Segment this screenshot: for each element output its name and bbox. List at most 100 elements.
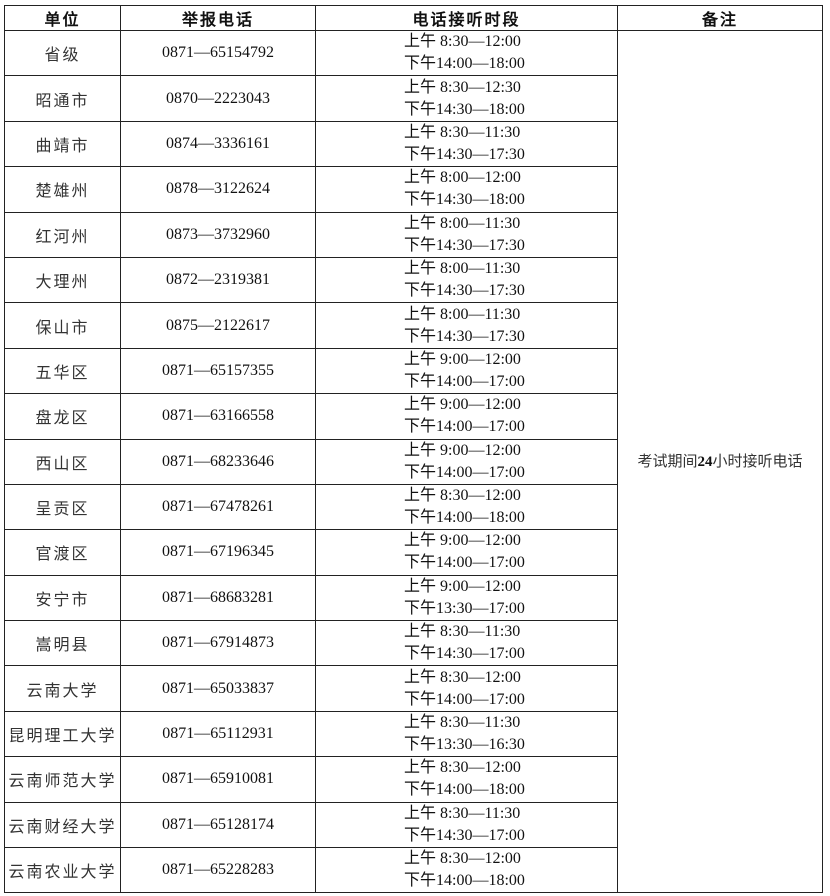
hours-cell: 上午 8:30—11:30 下午14:30—17:00: [315, 620, 618, 667]
unit-cell: 云南大学: [4, 665, 121, 712]
table-row: 曲靖市 0874—3336161 上午 8:30—11:30 下午14:30—17…: [4, 120, 823, 168]
table-row: 盘龙区 0871—63166558 上午 9:00—12:00 下午14:00—1…: [4, 393, 823, 440]
phone-cell: 0871—65033837: [120, 665, 316, 712]
am-hours: 上午 9:00—12:00: [404, 396, 521, 414]
hours-cell: 上午 8:30—11:30 下午14:30—17:00: [315, 801, 618, 849]
pm-hours: 下午14:00—17:00: [404, 418, 525, 436]
table-row: 省级 0871—65154792 上午 8:30—12:00 下午14:00—18…: [4, 29, 823, 894]
hours-cell: 上午 8:30—11:30 下午13:30—16:30: [315, 710, 618, 758]
unit-cell: 曲靖市: [4, 120, 121, 168]
phone-cell: 0871—67914873: [120, 620, 316, 667]
am-hours: 上午 9:00—12:00: [404, 532, 521, 550]
header-unit: 单位: [4, 5, 121, 31]
phone-cell: 0874—3336161: [120, 120, 316, 168]
table-row: 云南财经大学 0871—65128174 上午 8:30—11:30 下午14:3…: [4, 801, 823, 849]
table-row: 安宁市 0871—68683281 上午 9:00—12:00 下午13:30—1…: [4, 574, 823, 622]
phone-cell: 0871—65112931: [120, 710, 316, 758]
phone-cell: 0870—2223043: [120, 75, 316, 122]
hours-cell: 上午 9:00—12:00 下午14:00—17:00: [315, 347, 618, 395]
pm-hours: 下午14:00—18:00: [404, 509, 525, 527]
phone-cell: 0871—65228283: [120, 847, 316, 894]
unit-cell: 昆明理工大学: [4, 710, 121, 758]
hours-cell: 上午 8:30—11:30 下午14:30—17:30: [315, 120, 618, 168]
phone-cell: 0871—67478261: [120, 483, 316, 531]
am-hours: 上午 8:30—11:30: [404, 623, 521, 641]
unit-cell: 云南财经大学: [4, 801, 121, 849]
table-row: 保山市 0875—2122617 上午 8:00—11:30 下午14:30—17…: [4, 302, 823, 349]
am-hours: 上午 9:00—12:00: [404, 350, 521, 368]
hotline-table: 单位 举报电话 电话接听时段 备注 省级 0871—65154792 上午 8:…: [4, 5, 823, 894]
unit-cell: 官渡区: [4, 529, 121, 576]
table-row: 红河州 0873—3732960 上午 8:00—11:30 下午14:30—17…: [4, 211, 823, 258]
am-hours: 上午 8:30—12:00: [404, 850, 521, 868]
hours-cell: 上午 8:30—12:00 下午14:00—18:00: [315, 847, 618, 894]
am-hours: 上午 8:30—12:00: [404, 759, 521, 777]
table-row: 五华区 0871—65157355 上午 9:00—12:00 下午14:00—1…: [4, 347, 823, 395]
phone-cell: 0871—65157355: [120, 347, 316, 395]
phone-cell: 0871—68233646: [120, 438, 316, 485]
unit-cell: 嵩明县: [4, 620, 121, 667]
header-remark: 备注: [617, 5, 823, 31]
hours-cell: 上午 9:00—12:00 下午14:00—17:00: [315, 393, 618, 440]
pm-hours: 下午14:00—17:00: [404, 372, 525, 390]
am-hours: 上午 8:30—11:30: [404, 714, 521, 732]
pm-hours: 下午14:00—17:00: [404, 554, 525, 572]
am-hours: 上午 8:00—11:30: [404, 305, 521, 323]
pm-hours: 下午14:00—17:00: [404, 463, 525, 481]
am-hours: 上午 9:00—12:00: [404, 441, 521, 459]
am-hours: 上午 9:00—12:00: [404, 577, 521, 595]
unit-cell: 呈贡区: [4, 483, 121, 531]
pm-hours: 下午14:30—17:30: [404, 327, 525, 345]
am-hours: 上午 8:00—12:00: [404, 169, 521, 187]
am-hours: 上午 8:30—12:30: [404, 78, 521, 96]
table-row: 楚雄州 0878—3122624 上午 8:00—12:00 下午14:30—18…: [4, 166, 823, 213]
hours-cell: 上午 9:00—12:00 下午13:30—17:00: [315, 574, 618, 622]
header-phone: 举报电话: [120, 5, 316, 31]
hours-cell: 上午 8:30—12:00 下午14:00—17:00: [315, 665, 618, 712]
am-hours: 上午 8:30—12:00: [404, 33, 521, 51]
hours-cell: 上午 9:00—12:00 下午14:00—17:00: [315, 529, 618, 576]
phone-cell: 0873—3732960: [120, 211, 316, 258]
phone-cell: 0878—3122624: [120, 166, 316, 213]
pm-hours: 下午14:30—18:00: [404, 191, 525, 209]
pm-hours: 下午14:30—17:30: [404, 236, 525, 254]
hours-cell: 上午 8:00—11:30 下午14:30—17:30: [315, 211, 618, 258]
phone-cell: 0871—67196345: [120, 529, 316, 576]
pm-hours: 下午14:30—18:00: [404, 100, 525, 118]
table-row: 昆明理工大学 0871—65112931 上午 8:30—11:30 下午13:3…: [4, 710, 823, 758]
hours-cell: 上午 8:00—12:00 下午14:30—18:00: [315, 166, 618, 213]
unit-cell: 昭通市: [4, 75, 121, 122]
pm-hours: 下午14:00—18:00: [404, 781, 525, 799]
unit-cell: 大理州: [4, 256, 121, 304]
header-hours: 电话接听时段: [315, 5, 618, 31]
pm-hours: 下午14:00—18:00: [404, 55, 525, 73]
hours-cell: 上午 8:00—11:30 下午14:30—17:30: [315, 302, 618, 349]
am-hours: 上午 8:30—11:30: [404, 123, 521, 141]
phone-cell: 0871—63166558: [120, 393, 316, 440]
table-row: 昭通市 0870—2223043 上午 8:30—12:30 下午14:30—18…: [4, 75, 823, 122]
unit-cell: 云南农业大学: [4, 847, 121, 894]
table-row: 云南师范大学 0871—65910081 上午 8:30—12:00 下午14:0…: [4, 756, 823, 803]
pm-hours: 下午13:30—17:00: [404, 599, 525, 617]
am-hours: 上午 8:00—11:30: [404, 260, 521, 278]
pm-hours: 下午13:30—16:30: [404, 736, 525, 754]
unit-cell: 盘龙区: [4, 393, 121, 440]
pm-hours: 下午14:00—17:00: [404, 690, 525, 708]
am-hours: 上午 8:30—12:00: [404, 487, 521, 505]
hours-cell: 上午 8:30—12:00 下午14:00—18:00: [315, 29, 618, 77]
am-hours: 上午 8:30—11:30: [404, 804, 521, 822]
table-row: 云南大学 0871—65033837 上午 8:30—12:00 下午14:00—…: [4, 665, 823, 712]
table-row: 大理州 0872—2319381 上午 8:00—11:30 下午14:30—17…: [4, 256, 823, 304]
hours-cell: 上午 8:30—12:00 下午14:00—18:00: [315, 483, 618, 531]
unit-cell: 楚雄州: [4, 166, 121, 213]
unit-cell: 西山区: [4, 438, 121, 485]
table-row: 西山区 0871—68233646 上午 9:00—12:00 下午14:00—1…: [4, 438, 823, 485]
phone-cell: 0875—2122617: [120, 302, 316, 349]
am-hours: 上午 8:30—12:00: [404, 668, 521, 686]
hours-cell: 上午 8:30—12:30 下午14:30—18:00: [315, 75, 618, 122]
hours-cell: 上午 8:00—11:30 下午14:30—17:30: [315, 256, 618, 304]
pm-hours: 下午14:30—17:30: [404, 282, 525, 300]
table-row: 嵩明县 0871—67914873 上午 8:30—11:30 下午14:30—1…: [4, 620, 823, 667]
phone-cell: 0871—65154792: [120, 29, 316, 77]
am-hours: 上午 8:00—11:30: [404, 214, 521, 232]
